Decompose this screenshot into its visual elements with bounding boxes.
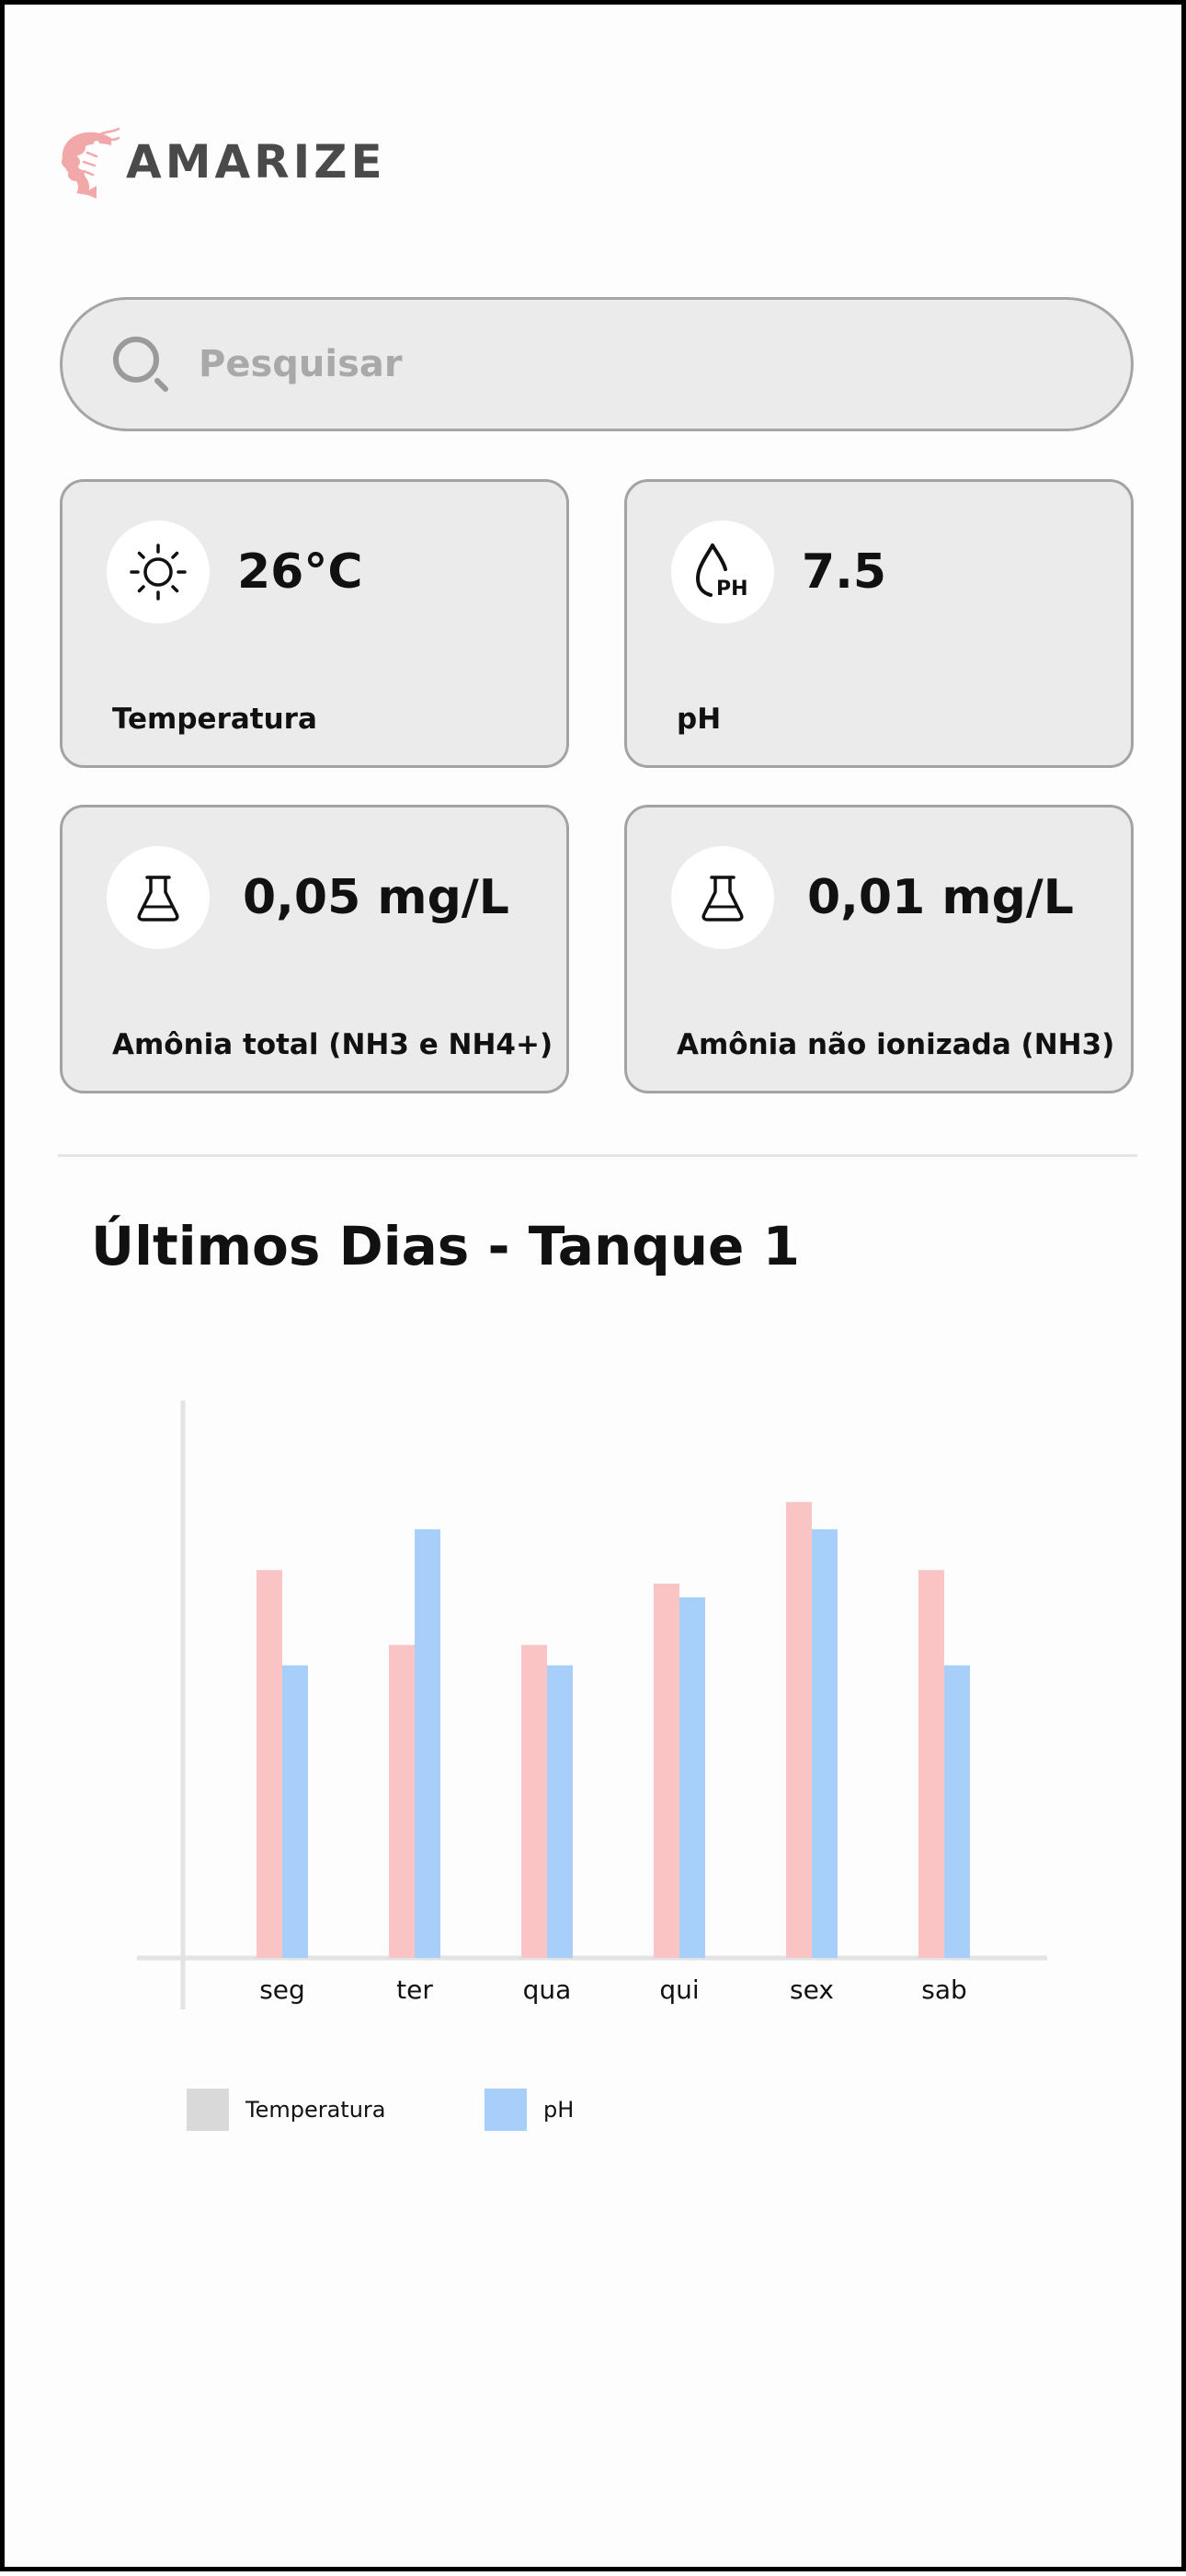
temperature-value: 26°C (237, 544, 363, 600)
legend-item-temperatura: Temperatura (187, 2089, 386, 2131)
flask-icon (671, 846, 774, 949)
legend-swatch (187, 2089, 229, 2131)
search-icon (110, 334, 171, 395)
bar-ph-sex (812, 1528, 838, 1958)
bar-ph-qua (547, 1665, 573, 1958)
flask-icon (107, 846, 210, 949)
legend-swatch (485, 2089, 527, 2131)
legend-label: pH (543, 2097, 575, 2123)
search-bar[interactable] (60, 297, 1134, 431)
legend-label: Temperatura (245, 2097, 386, 2123)
bar-temperatura-sex (786, 1502, 812, 1958)
total-ammonia-card[interactable]: 0,05 mg/L Amônia total (NH3 e NH4+) (60, 805, 569, 1093)
unionized-ammonia-value: 0,01 mg/L (807, 870, 1074, 925)
bar-temperatura-qui (654, 1584, 679, 1958)
x-tick-label: qui (659, 1975, 699, 2005)
brand-logo: AMARIZE (56, 120, 386, 203)
legend-item-ph: pH (485, 2089, 574, 2131)
unionized-ammonia-card[interactable]: 0,01 mg/L Amônia não ionizada (NH3) (624, 805, 1134, 1093)
bar-ph-qui (679, 1597, 705, 1958)
brand-name: AMARIZE (126, 135, 386, 189)
bar-ph-sab (944, 1665, 970, 1958)
ph-drop-icon: PH (671, 521, 774, 624)
x-tick-label: qua (523, 1975, 572, 2005)
sun-icon (107, 521, 210, 624)
ph-card[interactable]: PH 7.5 pH (624, 479, 1134, 768)
unionized-ammonia-label: Amônia não ionizada (NH3) (677, 1028, 1115, 1061)
ph-value: 7.5 (802, 544, 887, 600)
shrimp-icon (62, 127, 120, 199)
x-tick-label: ter (396, 1975, 433, 2005)
bar-temperatura-qua (521, 1644, 547, 1958)
bar-temperatura-sab (918, 1570, 944, 1958)
bar-ph-ter (415, 1528, 440, 1958)
bar-temperatura-ter (389, 1644, 415, 1958)
svg-text:PH: PH (716, 578, 748, 601)
search-input[interactable] (197, 342, 1131, 386)
temperature-card[interactable]: 26°C Temperatura (60, 479, 569, 768)
ph-label: pH (677, 703, 722, 736)
x-tick-label: seg (259, 1975, 305, 2005)
section-divider (58, 1154, 1137, 1157)
chart-title: Últimos Dias - Tanque 1 (91, 1215, 800, 1277)
temperature-label: Temperatura (112, 703, 317, 736)
bar-ph-seg (282, 1665, 308, 1958)
x-tick-label: sab (921, 1975, 967, 2005)
total-ammonia-value: 0,05 mg/L (243, 870, 509, 925)
total-ammonia-label: Amônia total (NH3 e NH4+) (112, 1028, 553, 1061)
bar-chart: seg ter qua qui sex sab (137, 1401, 1047, 2009)
bar-temperatura-seg (257, 1570, 282, 1958)
x-tick-label: sex (790, 1975, 834, 2005)
